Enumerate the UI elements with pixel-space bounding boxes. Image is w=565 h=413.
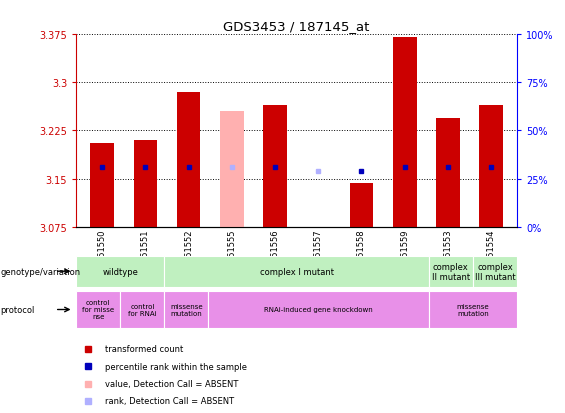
Bar [429, 256, 473, 287]
Text: complex
II mutant: complex II mutant [432, 262, 470, 281]
Bar [90, 144, 114, 227]
Text: wildtype: wildtype [102, 267, 138, 276]
Text: control
for RNAi: control for RNAi [128, 303, 157, 316]
Bar [177, 93, 201, 227]
Bar [263, 106, 287, 227]
Text: complex
III mutant: complex III mutant [475, 262, 515, 281]
Bar [76, 291, 120, 328]
Bar [393, 38, 416, 227]
Bar [133, 141, 157, 227]
Title: GDS3453 / 187145_at: GDS3453 / 187145_at [223, 19, 370, 33]
Bar [479, 106, 503, 227]
Bar [120, 291, 164, 328]
Bar [76, 256, 164, 287]
Bar [164, 256, 429, 287]
Text: value, Detection Call = ABSENT: value, Detection Call = ABSENT [105, 379, 238, 388]
Bar [429, 291, 517, 328]
Text: complex I mutant: complex I mutant [260, 267, 333, 276]
Text: missense
mutation: missense mutation [170, 303, 203, 316]
Text: percentile rank within the sample: percentile rank within the sample [105, 362, 246, 371]
Text: control
for misse
nse: control for misse nse [82, 300, 114, 320]
Text: protocol: protocol [1, 305, 35, 314]
Text: rank, Detection Call = ABSENT: rank, Detection Call = ABSENT [105, 396, 234, 406]
Bar [220, 112, 244, 227]
Text: missense
mutation: missense mutation [457, 303, 489, 316]
Bar [473, 256, 517, 287]
Bar [208, 291, 429, 328]
Text: transformed count: transformed count [105, 344, 182, 354]
Text: genotype/variation: genotype/variation [1, 267, 81, 276]
Bar [436, 118, 460, 227]
Text: RNAi-induced gene knockdown: RNAi-induced gene knockdown [264, 307, 373, 313]
Bar [164, 291, 208, 328]
Bar [350, 184, 373, 227]
